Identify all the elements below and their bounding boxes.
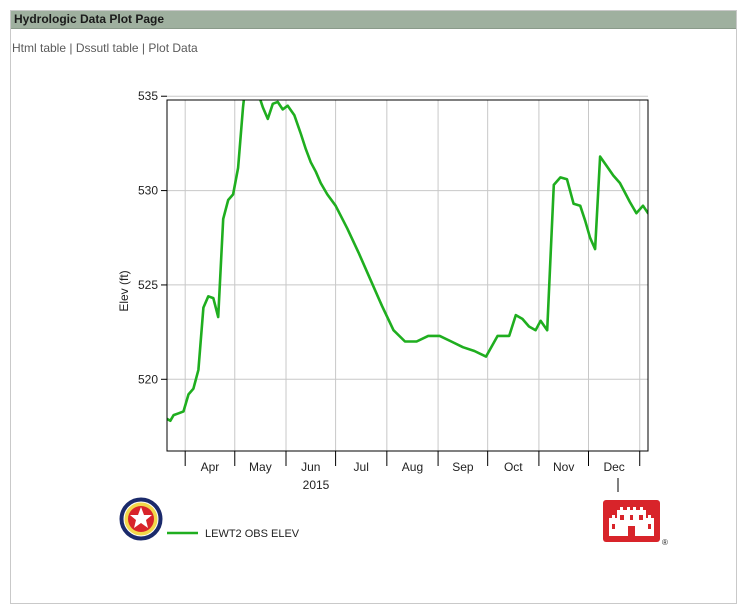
- x-month-label: Apr: [201, 460, 220, 474]
- legend-label: LEWT2 OBS ELEV: [205, 528, 300, 540]
- plot-data-link[interactable]: Plot Data: [148, 41, 198, 55]
- x-month-label: Jun: [301, 460, 320, 474]
- y-tick-label: 525: [138, 278, 158, 292]
- data-links-bar: Html table | Dssutl table | Plot Data: [12, 41, 198, 55]
- usace-castle-logo-icon: [603, 500, 660, 542]
- series-line-lewt2-obs-elev: [167, 100, 648, 423]
- x-month-label: Oct: [504, 460, 523, 474]
- registered-mark: ®: [662, 538, 668, 547]
- y-tick-label: 530: [138, 184, 158, 198]
- dssutl-table-link[interactable]: Dssutl table: [75, 41, 139, 55]
- agency-seal-icon: [119, 497, 163, 541]
- y-axis-label: Elev (ft): [117, 270, 131, 311]
- link-separator: |: [69, 41, 73, 55]
- x-axis-year-label: 2015: [303, 478, 330, 492]
- x-month-label: Dec: [603, 460, 624, 474]
- y-tick-label: 535: [138, 89, 158, 103]
- page-title: Hydrologic Data Plot Page: [14, 12, 165, 26]
- link-separator: |: [141, 41, 146, 55]
- x-month-label: Sep: [452, 460, 474, 474]
- html-table-link[interactable]: Html table: [12, 41, 67, 55]
- page-header: Hydrologic Data Plot Page: [11, 11, 736, 29]
- chart-series: [167, 100, 648, 423]
- chart-ticks: 520 525 530 535 Apr May Jun Jul Aug Sep Oct Nov Dec: [138, 89, 641, 474]
- y-tick-label: 520: [138, 372, 158, 386]
- x-month-label: Jul: [354, 460, 369, 474]
- chart-gridlines: [167, 95, 648, 451]
- x-month-label: Nov: [553, 460, 574, 474]
- x-month-label: Aug: [402, 460, 423, 474]
- x-month-label: May: [249, 460, 272, 474]
